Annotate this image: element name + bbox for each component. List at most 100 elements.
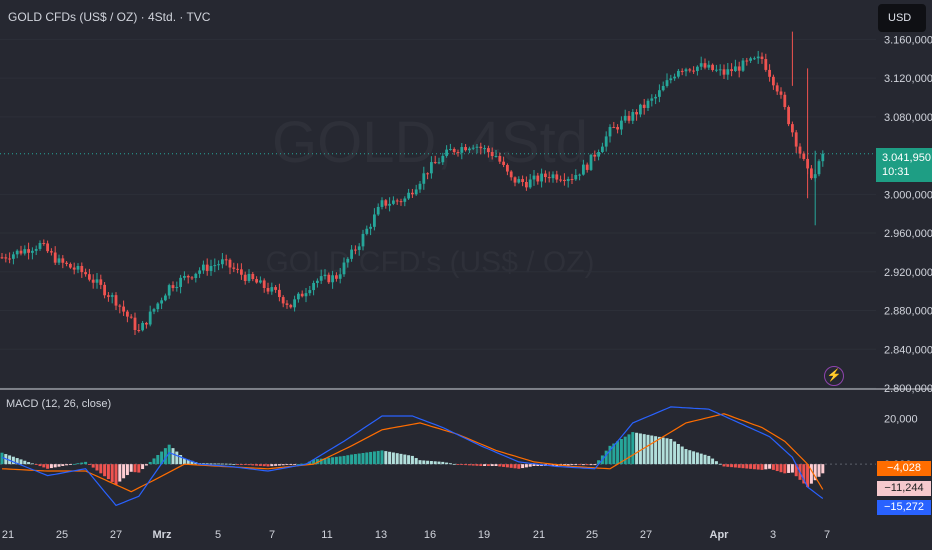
- histogram-bar: [654, 436, 658, 465]
- histogram-bar: [490, 464, 494, 466]
- price-tick-label: 3.080,000: [884, 112, 932, 124]
- candle: [464, 144, 467, 152]
- symbol-title[interactable]: GOLD CFDs (US$ / OZ) · 4Std. · TVC: [8, 10, 211, 24]
- candle: [817, 159, 821, 177]
- histogram-bar: [524, 464, 528, 468]
- histogram-bar: [513, 464, 517, 469]
- grid-layer: [0, 38, 876, 389]
- histogram-bar: [388, 451, 392, 465]
- candle: [502, 156, 505, 168]
- histogram-bar: [650, 435, 654, 465]
- candle: [604, 131, 608, 152]
- candle: [578, 173, 581, 181]
- histogram-bar: [68, 464, 72, 465]
- histogram-bar: [445, 462, 449, 465]
- histogram-bar: [448, 463, 452, 465]
- histogram-bar: [619, 438, 623, 465]
- candle: [756, 50, 760, 64]
- candle: [669, 74, 673, 84]
- candle: [262, 278, 266, 293]
- candle: [232, 262, 236, 273]
- histogram-bar: [517, 464, 521, 469]
- candle: [718, 64, 722, 76]
- histogram-bar: [794, 464, 798, 477]
- histogram-bar: [110, 464, 114, 482]
- candle: [707, 60, 711, 71]
- histogram-bar: [42, 464, 46, 468]
- histogram-bar: [726, 464, 730, 467]
- histogram-bar: [456, 464, 460, 465]
- candle: [437, 157, 441, 165]
- candle: [749, 56, 752, 64]
- candle: [289, 303, 293, 309]
- candle: [236, 263, 239, 274]
- candle: [395, 198, 399, 205]
- candle: [779, 87, 783, 99]
- candle: [528, 174, 532, 189]
- candle: [433, 155, 437, 165]
- candlestick-series[interactable]: [0, 31, 825, 336]
- candle: [547, 171, 551, 183]
- candle: [53, 246, 57, 266]
- candle: [582, 159, 585, 176]
- histogram-bar: [821, 464, 825, 474]
- histogram-bar: [369, 451, 373, 465]
- candle: [266, 282, 270, 295]
- histogram-bar: [251, 464, 255, 466]
- histogram-bar: [764, 464, 768, 470]
- histogram-bar: [741, 464, 745, 469]
- histogram-bar: [452, 463, 456, 465]
- candle: [772, 74, 775, 90]
- current-price-badge: 3.041,950 10:31: [876, 148, 932, 182]
- histogram-bar: [532, 464, 536, 466]
- candle: [95, 273, 99, 289]
- candle: [342, 257, 346, 277]
- histogram-bar: [714, 461, 718, 465]
- histogram-bar: [505, 464, 509, 468]
- histogram-bar: [118, 464, 122, 482]
- candle: [361, 229, 365, 251]
- candle: [426, 172, 429, 180]
- time-axis[interactable]: 21 25 27 Mrz 5 7 11 13 16 19 21 25 27 Apr 3 7: [2, 529, 830, 541]
- candle: [186, 274, 190, 284]
- histogram-bar: [346, 455, 350, 465]
- histogram-bar: [296, 464, 300, 465]
- price-tick-label: 2.840,000: [884, 344, 932, 356]
- candle: [791, 121, 794, 137]
- candle: [490, 147, 494, 160]
- histogram-bar: [509, 464, 513, 468]
- candle: [471, 144, 475, 151]
- candle: [620, 116, 623, 135]
- histogram-bar: [498, 464, 502, 467]
- histogram-bar: [460, 464, 464, 465]
- candle: [680, 68, 684, 76]
- candle: [787, 105, 790, 127]
- candle: [259, 276, 262, 284]
- histogram-bar: [612, 443, 616, 465]
- histogram-bar: [661, 437, 665, 465]
- candle: [103, 282, 106, 299]
- histogram-bar: [589, 464, 593, 466]
- histogram-bar: [84, 461, 88, 465]
- candle: [483, 145, 486, 154]
- histogram-bar: [707, 455, 711, 465]
- candle: [532, 169, 536, 186]
- candle: [734, 59, 737, 73]
- histogram-bar: [809, 464, 813, 484]
- histogram-bar: [220, 463, 224, 465]
- time-tick-label: 21: [533, 529, 545, 541]
- macd-indicator-label[interactable]: MACD (12, 26, close): [6, 398, 112, 410]
- histogram-bar: [441, 461, 445, 465]
- macd-signal-line: [1, 413, 824, 493]
- lightning-icon[interactable]: ⚡: [824, 366, 844, 386]
- candle: [479, 142, 483, 155]
- currency-button[interactable]: USD: [878, 4, 926, 32]
- price-tick-label: 3.000,000: [884, 189, 932, 201]
- histogram-bar: [243, 464, 247, 465]
- candle: [650, 94, 654, 107]
- histogram-bar: [768, 464, 772, 469]
- price-axis[interactable]: 3.160,000 3.120,000 3.080,000 3.000,000 2.96…: [884, 34, 932, 395]
- candle: [661, 81, 665, 92]
- candle: [316, 278, 319, 288]
